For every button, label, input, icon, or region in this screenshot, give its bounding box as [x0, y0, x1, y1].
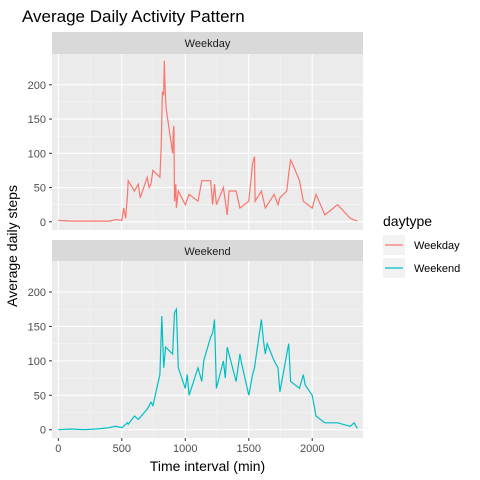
strip-label-weekend: Weekend: [184, 246, 230, 258]
y-tick-label: 200: [28, 287, 46, 299]
x-tick-label: 1000: [173, 443, 197, 455]
y-axis-weekend: 0 50 100 150 200: [28, 287, 52, 437]
y-tick-label: 150: [28, 321, 46, 333]
chart-title: Average Daily Activity Pattern: [22, 7, 245, 26]
y-tick-label: 200: [28, 80, 46, 92]
x-tick-label: 1500: [237, 443, 261, 455]
y-axis-title: Average daily steps: [4, 185, 20, 307]
x-axis-title: Time interval (min): [150, 458, 265, 474]
y-tick-label: 100: [28, 148, 46, 160]
y-tick-label: 50: [34, 183, 46, 195]
facet-panel-weekend: Weekend 0 50 100 150 200: [28, 240, 363, 438]
x-tick-label: 500: [113, 443, 131, 455]
y-tick-label: 150: [28, 114, 46, 126]
series-line-weekday: [58, 60, 358, 222]
x-tick-label: 0: [55, 443, 61, 455]
y-tick-label: 0: [40, 217, 46, 229]
strip-weekend: [52, 240, 363, 261]
y-tick-label: 100: [28, 356, 46, 368]
facet-panel-weekday: Weekday 0 50 100 150 200: [28, 32, 363, 230]
legend: daytype Weekday Weekend: [383, 213, 460, 278]
legend-label-weekday: Weekday: [414, 240, 460, 252]
x-tick-label: 2000: [300, 443, 324, 455]
y-axis-weekday: 0 50 100 150 200: [28, 80, 52, 229]
y-tick-label: 0: [40, 425, 46, 437]
strip-label-weekday: Weekday: [185, 38, 231, 50]
series-line-weekend: [58, 306, 358, 431]
strip-weekday: [52, 32, 363, 54]
x-axis: 0 500 1000 1500 2000: [55, 438, 324, 455]
y-tick-label: 50: [34, 390, 46, 402]
panel-bg-weekday: [52, 54, 363, 230]
legend-title: daytype: [383, 213, 432, 229]
legend-label-weekend: Weekend: [414, 263, 460, 275]
grid-weekend: [52, 261, 363, 438]
